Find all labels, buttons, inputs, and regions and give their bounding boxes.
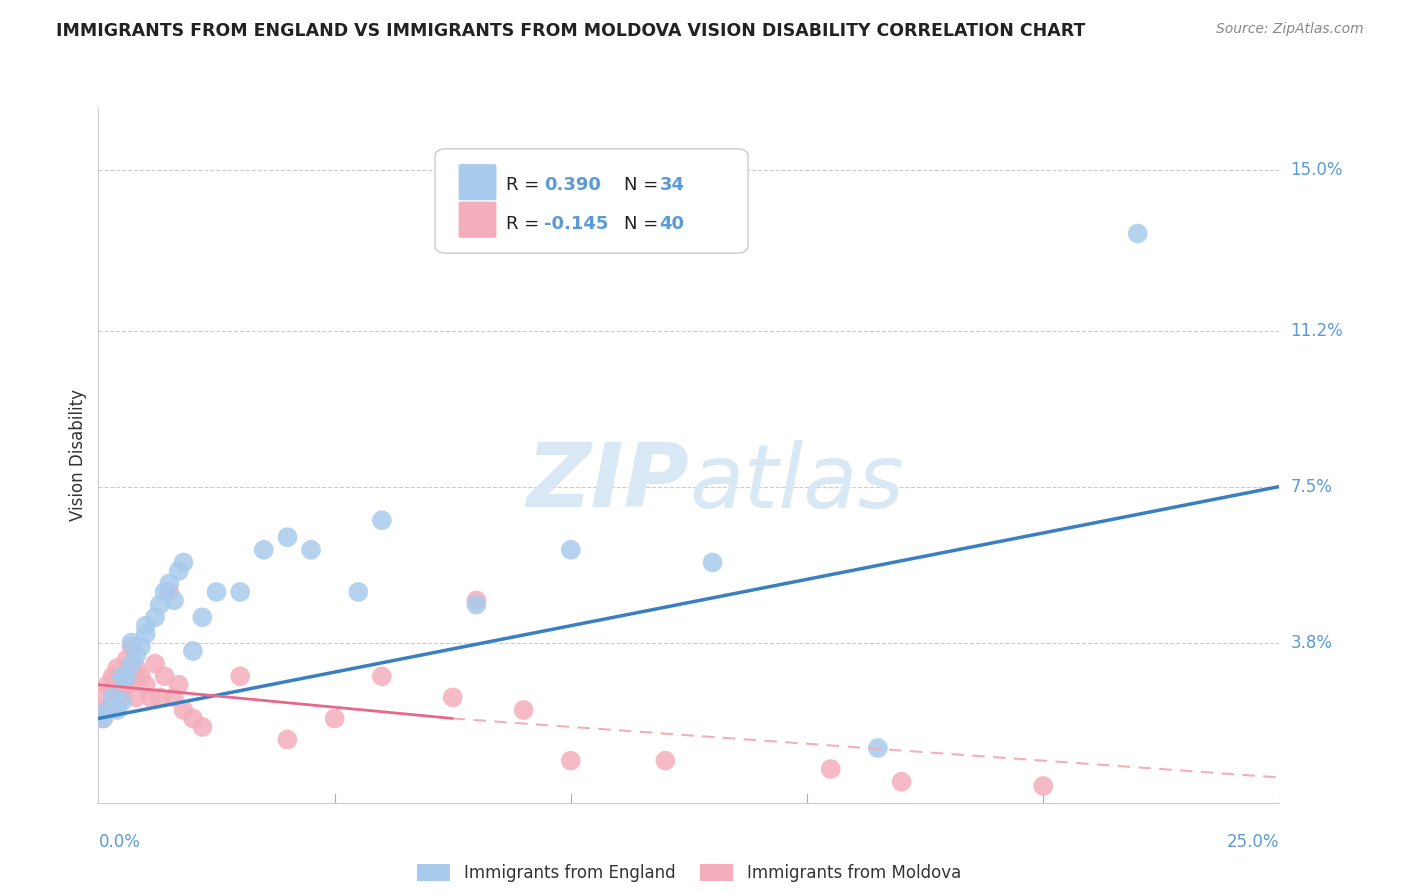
Point xyxy=(866,741,889,756)
Point xyxy=(299,542,322,557)
Point xyxy=(205,585,228,599)
Text: 25.0%: 25.0% xyxy=(1227,833,1279,851)
Point xyxy=(157,585,180,599)
Text: 15.0%: 15.0% xyxy=(1291,161,1343,179)
Point xyxy=(101,698,124,713)
Point xyxy=(149,690,172,705)
Point xyxy=(121,657,143,671)
FancyBboxPatch shape xyxy=(434,149,748,253)
Point xyxy=(347,585,370,599)
Point xyxy=(91,711,114,725)
Text: 11.2%: 11.2% xyxy=(1291,321,1343,340)
Point xyxy=(149,598,172,612)
Text: -0.145: -0.145 xyxy=(544,215,607,233)
Text: IMMIGRANTS FROM ENGLAND VS IMMIGRANTS FROM MOLDOVA VISION DISABILITY CORRELATION: IMMIGRANTS FROM ENGLAND VS IMMIGRANTS FR… xyxy=(56,22,1085,40)
Point xyxy=(163,593,186,607)
Point xyxy=(253,542,276,557)
Point xyxy=(371,669,394,683)
Point xyxy=(820,762,842,776)
Point xyxy=(163,690,186,705)
Point xyxy=(135,678,157,692)
Point xyxy=(101,669,124,683)
Point xyxy=(172,703,194,717)
Point xyxy=(97,703,120,717)
Point xyxy=(465,598,488,612)
Point xyxy=(101,690,124,705)
Text: 40: 40 xyxy=(659,215,685,233)
Point xyxy=(371,513,394,527)
Text: N =: N = xyxy=(624,215,664,233)
Point xyxy=(560,754,582,768)
Point xyxy=(276,732,298,747)
Point xyxy=(105,690,128,705)
Point xyxy=(97,703,120,717)
Point xyxy=(121,669,143,683)
Point xyxy=(441,690,464,705)
FancyBboxPatch shape xyxy=(458,202,496,238)
Point xyxy=(139,690,162,705)
Point xyxy=(111,669,134,683)
Point xyxy=(191,610,214,624)
Text: 0.0%: 0.0% xyxy=(98,833,141,851)
Text: N =: N = xyxy=(624,176,664,194)
Point xyxy=(121,640,143,654)
Point xyxy=(97,678,120,692)
Point xyxy=(115,669,138,683)
Point xyxy=(181,711,204,725)
Point xyxy=(1126,227,1149,241)
Point xyxy=(465,593,488,607)
Point xyxy=(115,652,138,666)
FancyBboxPatch shape xyxy=(458,164,496,201)
Point xyxy=(276,530,298,544)
Point xyxy=(323,711,346,725)
Point xyxy=(181,644,204,658)
Text: 7.5%: 7.5% xyxy=(1291,477,1333,496)
Point xyxy=(229,585,252,599)
Point xyxy=(129,669,152,683)
Point xyxy=(125,648,148,663)
Text: Source: ZipAtlas.com: Source: ZipAtlas.com xyxy=(1216,22,1364,37)
Point xyxy=(125,661,148,675)
Point xyxy=(512,703,534,717)
Point xyxy=(172,556,194,570)
Point xyxy=(111,669,134,683)
Point xyxy=(167,564,190,578)
Point xyxy=(143,657,166,671)
Point xyxy=(560,542,582,557)
Point xyxy=(91,690,114,705)
Text: 3.8%: 3.8% xyxy=(1291,633,1333,651)
Text: ZIP: ZIP xyxy=(526,439,689,526)
Point xyxy=(157,576,180,591)
Text: atlas: atlas xyxy=(689,440,904,525)
Point xyxy=(702,556,724,570)
Point xyxy=(115,678,138,692)
Point xyxy=(890,774,912,789)
Point xyxy=(167,678,190,692)
Point xyxy=(135,627,157,641)
Point xyxy=(91,711,114,725)
Point xyxy=(105,703,128,717)
Point xyxy=(121,635,143,649)
Point xyxy=(125,690,148,705)
Point xyxy=(153,585,176,599)
Point xyxy=(654,754,676,768)
Text: R =: R = xyxy=(506,176,546,194)
Legend: Immigrants from England, Immigrants from Moldova: Immigrants from England, Immigrants from… xyxy=(411,857,967,888)
Point xyxy=(111,695,134,709)
Text: 0.390: 0.390 xyxy=(544,176,600,194)
Text: R =: R = xyxy=(506,215,546,233)
Point xyxy=(143,610,166,624)
Text: 34: 34 xyxy=(659,176,685,194)
Point xyxy=(229,669,252,683)
Point xyxy=(1032,779,1054,793)
Point xyxy=(153,669,176,683)
Point xyxy=(191,720,214,734)
Point xyxy=(135,618,157,632)
Point xyxy=(105,661,128,675)
Point xyxy=(129,640,152,654)
Point xyxy=(111,690,134,705)
Y-axis label: Vision Disability: Vision Disability xyxy=(69,389,87,521)
